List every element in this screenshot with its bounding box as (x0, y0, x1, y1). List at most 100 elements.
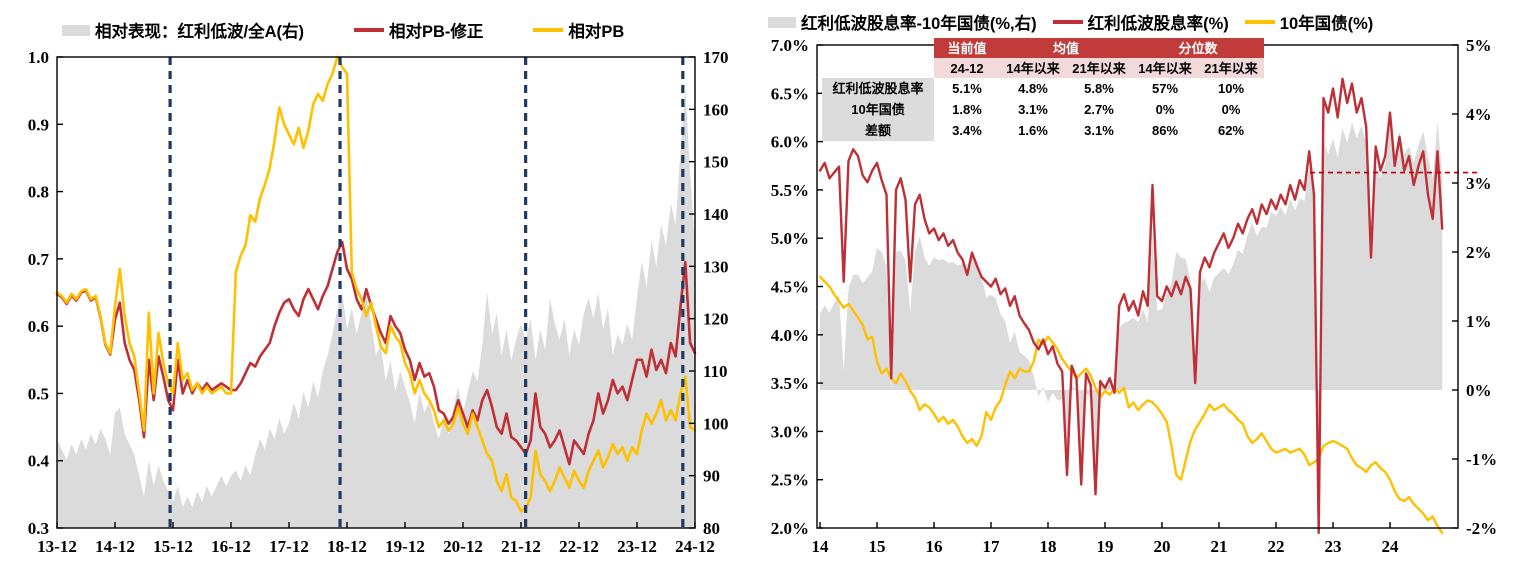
axis-tick-label: 0.8 (28, 183, 49, 202)
legend-label: 红利低波股息率-10年国债(%,右) (801, 15, 1037, 33)
axis-tick-label: 21 (1211, 537, 1228, 556)
axis-tick-label: 14 (812, 537, 830, 556)
table-subheader: 24-12 (934, 58, 1000, 78)
axis-tick-label: 1% (1466, 312, 1492, 331)
axis-tick-label: 18-12 (327, 537, 367, 556)
table-cell: 4.8% (1000, 78, 1066, 99)
legend-label: 相对PB (568, 23, 625, 41)
series-line-left (55, 240, 697, 466)
series-line-right (818, 275, 1444, 534)
axis-tick-label: 150 (703, 153, 729, 172)
legend-item-relative-pb-adjusted: 相对PB-修正 (354, 18, 483, 42)
axis-tick-label: 7.0% (771, 36, 809, 55)
axis-tick-label: 100 (703, 414, 729, 433)
axis-tick-label: 17-12 (269, 537, 309, 556)
axis-tick-label: 160 (703, 100, 729, 119)
table-cell: 57% (1132, 78, 1198, 99)
axis-tick-label: 17 (983, 537, 1001, 556)
axis-tick-label: 4% (1466, 105, 1492, 124)
series-area-left (57, 88, 695, 529)
axis-tick-label: 24-12 (675, 537, 715, 556)
table-row-label: 10年国债 (822, 99, 934, 120)
axis-tick-label: 4.5% (771, 278, 809, 297)
axis-tick-label: 15-12 (153, 537, 193, 556)
table-row-label: 红利低波股息率 (822, 78, 934, 99)
table-subheader: 14年以来 (1000, 58, 1066, 78)
table-cell: 0% (1132, 99, 1198, 120)
axis-tick-label: 21-12 (501, 537, 541, 556)
legend-item-relative-pb: 相对PB (533, 18, 624, 42)
table-cell: 2.7% (1066, 99, 1132, 120)
axis-tick-label: 20-12 (443, 537, 483, 556)
line-swatch (1052, 20, 1083, 24)
table-header-mean: 均值 (1000, 38, 1132, 58)
axis-tick-label: 110 (703, 362, 728, 381)
axis-tick-label: -2% (1466, 519, 1497, 538)
table-cell: 10% (1198, 78, 1264, 99)
axis-tick-label: 140 (703, 205, 729, 224)
axis-tick-label: 5.5% (771, 181, 809, 200)
line-swatch (354, 28, 384, 32)
axis-tick-label: 18 (1040, 537, 1057, 556)
axis-tick-label: 6.0% (771, 133, 809, 152)
legend-label: 10年国债(%) (1279, 15, 1374, 33)
axis-tick-label: 15 (869, 537, 886, 556)
table-cell: 62% (1198, 120, 1264, 141)
legend-item-dividend-yield: 红利低波股息率(%) (1052, 10, 1229, 34)
left-chart-legend: 相对表现：红利低波/全A(右) 相对PB-修正 相对PB (62, 18, 624, 42)
axis-tick-label: 1.0 (28, 48, 49, 67)
axis-tick-label: 4.0% (771, 326, 809, 345)
table-cell: 3.1% (1000, 99, 1066, 120)
series-area-right (820, 122, 1443, 470)
legend-label: 相对表现：红利低波/全A(右) (95, 23, 304, 41)
axis-tick-label: 14-12 (95, 537, 135, 556)
table-subheader: 14年以来 (1132, 58, 1198, 78)
axis-tick-label: 3% (1466, 174, 1492, 193)
legend-item-relative-performance: 相对表现：红利低波/全A(右) (62, 18, 304, 42)
axis-tick-label: 23 (1325, 537, 1342, 556)
table-cell: 0% (1198, 99, 1264, 120)
table-header-current: 当前值 (934, 38, 1000, 58)
table-cell: 86% (1132, 120, 1198, 141)
axis-tick-label: 23-12 (617, 537, 657, 556)
table-header-percentile: 分位数 (1132, 38, 1264, 58)
axis-tick-label: 130 (703, 257, 729, 276)
series-line-left (55, 55, 697, 513)
axis-tick-label: 6.5% (771, 84, 809, 103)
legend-item-treasury-10y: 10年国债(%) (1244, 10, 1374, 34)
axis-tick-label: 120 (703, 310, 729, 329)
axis-tick-label: 170 (703, 48, 729, 67)
axis-tick-label: 2.0% (771, 519, 809, 538)
axis-tick-label: 22-12 (559, 537, 599, 556)
axis-tick-label: 90 (703, 467, 720, 486)
area-swatch (768, 16, 796, 28)
table-cell: 1.6% (1000, 120, 1066, 141)
table-subheader-blank (822, 58, 934, 78)
legend-label: 红利低波股息率(%) (1087, 15, 1229, 33)
axis-tick-label: 24 (1382, 537, 1400, 556)
axis-tick-label: 19 (1097, 537, 1114, 556)
table-row-label: 差额 (822, 120, 934, 141)
axis-tick-label: 0.6 (28, 317, 49, 336)
axis-tick-label: 5% (1466, 36, 1492, 55)
table-cell: 1.8% (934, 99, 1000, 120)
axis-tick-label: 16-12 (211, 537, 251, 556)
axis-tick-label: 3.5% (771, 374, 809, 393)
axis-tick-label: -1% (1466, 450, 1497, 469)
axis-tick-label: 0.7 (28, 250, 50, 269)
axis-tick-label: 0.4 (28, 452, 50, 471)
axis-tick-label: 2% (1466, 243, 1492, 262)
table-cell: 5.1% (934, 78, 1000, 99)
axis-tick-label: 22 (1268, 537, 1285, 556)
table-subheader: 21年以来 (1066, 58, 1132, 78)
yield-stats-table: 当前值 均值 分位数 24-12 14年以来 21年以来 14年以来 21年以来… (822, 38, 1264, 141)
axis-tick-label: 0.5 (28, 384, 49, 403)
axis-tick-label: 3.0% (771, 422, 809, 441)
area-swatch (62, 24, 90, 36)
table-cell: 5.8% (1066, 78, 1132, 99)
legend-item-yield-spread: 红利低波股息率-10年国债(%,右) (768, 10, 1037, 34)
axis-tick-label: 20 (1154, 537, 1171, 556)
axis-tick-label: 2.5% (771, 471, 809, 490)
line-swatch (1244, 20, 1275, 24)
